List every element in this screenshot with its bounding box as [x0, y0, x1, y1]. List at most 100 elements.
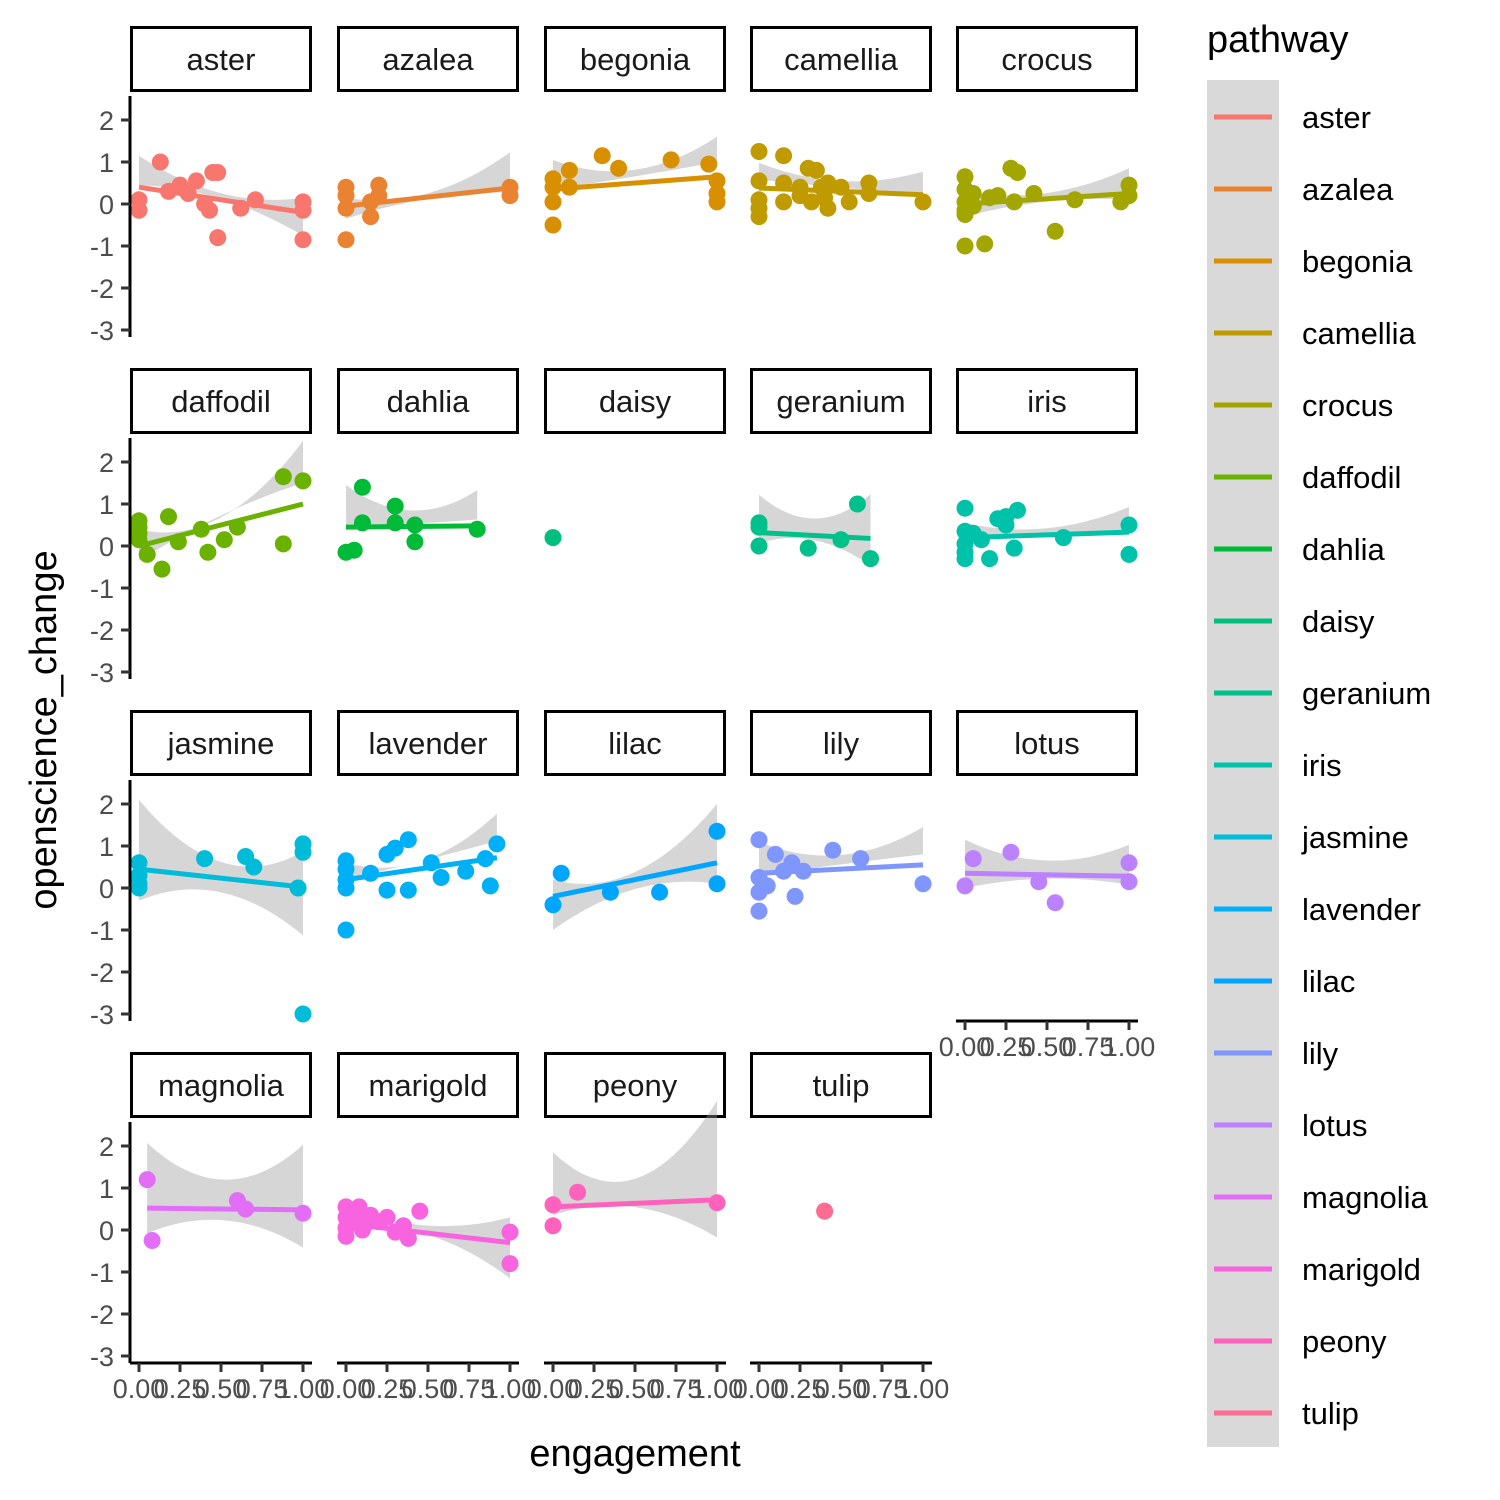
data-point: [862, 550, 880, 568]
data-point: [775, 193, 793, 211]
data-point: [130, 854, 148, 872]
data-point: [501, 1255, 519, 1273]
data-point: [151, 153, 169, 171]
data-point: [544, 896, 562, 914]
legend-label-peony: peony: [1302, 1324, 1387, 1359]
x-tick-label: 1.00: [277, 1374, 330, 1404]
data-point: [651, 883, 669, 901]
data-point: [1030, 873, 1048, 891]
x-tick-label: 0.50: [1021, 1032, 1074, 1062]
legend-title: pathway: [1207, 19, 1349, 61]
x-tick-label: 0.00: [733, 1374, 786, 1404]
data-point: [1046, 894, 1064, 912]
legend-label-lilac: lilac: [1302, 964, 1355, 999]
fit-line: [147, 1205, 304, 1213]
strip-box: [956, 26, 1138, 92]
data-point: [1120, 516, 1138, 534]
data-point: [501, 187, 519, 205]
confidence-band: [759, 162, 923, 195]
fit-line: [345, 855, 498, 883]
strip-box: [337, 26, 519, 92]
panel-daffodil: daffodil -3 -2 -1 0 1 2: [90, 368, 312, 688]
y-tick-label: -1: [90, 232, 114, 262]
confidence-band: [147, 1143, 303, 1248]
panel-camellia: camellia: [750, 26, 932, 226]
fit-line: [758, 530, 871, 541]
data-point: [294, 472, 312, 490]
strip-box: [544, 26, 726, 92]
legend-label-tulip: tulip: [1302, 1396, 1359, 1431]
y-tick-label: -3: [90, 1342, 114, 1372]
legend-label-lily: lily: [1302, 1036, 1339, 1071]
data-point: [399, 1229, 417, 1247]
data-point: [956, 877, 974, 895]
data-point: [411, 1202, 429, 1220]
strip-label: daffodil: [171, 384, 270, 419]
data-point: [964, 850, 982, 868]
y-tick-label: 0: [99, 532, 114, 562]
data-point: [1046, 222, 1064, 240]
panel-aster: aster -3 -2 -1 0 1 2: [90, 26, 312, 346]
fit-line: [964, 191, 1130, 207]
strip-label: peony: [593, 1068, 678, 1103]
strip-label: jasmine: [167, 726, 275, 761]
confidence-band: [553, 1101, 717, 1238]
panel-marigold: marigold 0.000.250.500.751.00: [320, 1052, 536, 1404]
legend-label-iris: iris: [1302, 748, 1342, 783]
data-point: [775, 147, 793, 165]
x-axis-title: engagement: [529, 1433, 741, 1475]
panel-crocus: crocus: [956, 26, 1138, 255]
strip-box: [750, 710, 932, 776]
x-tick-label: 0.75: [236, 1374, 289, 1404]
y-tick-label: -1: [90, 574, 114, 604]
data-point: [138, 1171, 156, 1189]
data-point: [569, 1183, 587, 1201]
y-tick-label: -2: [90, 1300, 114, 1330]
strip-box: [130, 26, 312, 92]
data-point: [807, 161, 825, 179]
strip-box: [544, 710, 726, 776]
panel-lilac: lilac: [544, 710, 726, 930]
x-tick-label: 0.25: [154, 1374, 207, 1404]
data-point: [501, 1223, 519, 1241]
data-point: [1008, 501, 1026, 519]
confidence-band: [553, 136, 717, 190]
strip-label: begonia: [580, 42, 691, 77]
data-point: [956, 168, 974, 186]
data-point: [708, 822, 726, 840]
fit-line: [345, 523, 478, 530]
data-point: [956, 550, 974, 568]
y-tick-label: -3: [90, 316, 114, 346]
fit-line: [552, 174, 718, 192]
data-point: [337, 231, 355, 249]
data-point: [153, 560, 171, 578]
fit-line: [758, 862, 924, 876]
y-tick-label: 0: [99, 1216, 114, 1246]
data-point: [708, 875, 726, 893]
legend-label-begonia: begonia: [1302, 244, 1413, 279]
data-point: [840, 193, 858, 211]
panel-lavender: lavender: [337, 710, 519, 939]
strip-label: crocus: [1001, 42, 1092, 77]
data-point: [481, 877, 499, 895]
data-point: [215, 531, 233, 549]
fit-line: [138, 866, 304, 890]
data-point: [799, 539, 817, 557]
data-point: [997, 516, 1015, 534]
data-point: [662, 151, 680, 169]
y-tick-label: -3: [90, 1000, 114, 1030]
y-tick-label: -1: [90, 1258, 114, 1288]
data-point: [337, 199, 355, 217]
strip-label: iris: [1027, 384, 1067, 419]
panel-peony: peony 0.000.250.500.751.00: [527, 1052, 743, 1404]
data-point: [294, 1204, 312, 1222]
data-point: [819, 199, 837, 217]
y-tick-label: 1: [99, 148, 114, 178]
x-tick-label: 0.75: [650, 1374, 703, 1404]
legend-label-marigold: marigold: [1302, 1252, 1421, 1287]
strip-label: camellia: [784, 42, 898, 77]
data-point: [345, 541, 363, 559]
legend-label-magnolia: magnolia: [1302, 1180, 1429, 1215]
data-point: [187, 172, 205, 190]
legend-label-jasmine: jasmine: [1301, 820, 1409, 855]
